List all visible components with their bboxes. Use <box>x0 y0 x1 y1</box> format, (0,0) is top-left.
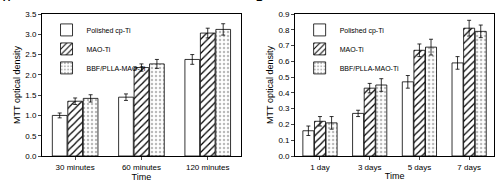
svg-text:0.5: 0.5 <box>278 73 290 82</box>
svg-text:B: B <box>256 0 263 3</box>
svg-text:0.0: 0.0 <box>25 152 37 161</box>
svg-text:1.0: 1.0 <box>25 111 37 120</box>
svg-text:1.5: 1.5 <box>25 91 37 100</box>
svg-text:Time: Time <box>385 171 405 181</box>
svg-text:30 minutes: 30 minutes <box>56 163 95 172</box>
svg-text:7 days: 7 days <box>457 163 481 172</box>
svg-text:60 minutes: 60 minutes <box>122 163 161 172</box>
svg-text:120 minutes: 120 minutes <box>186 163 230 172</box>
svg-text:MAO-Ti: MAO-Ti <box>87 46 111 53</box>
svg-text:Polished cp-Ti: Polished cp-Ti <box>87 27 132 35</box>
svg-text:3.5: 3.5 <box>25 10 37 19</box>
svg-text:0.7: 0.7 <box>278 41 290 50</box>
svg-text:5 days: 5 days <box>408 163 432 172</box>
svg-text:0.5: 0.5 <box>25 132 37 141</box>
svg-text:0.1: 0.1 <box>278 136 290 145</box>
svg-text:A: A <box>3 0 10 3</box>
svg-text:MTT optical density: MTT optical density <box>12 46 22 124</box>
svg-text:0.4: 0.4 <box>278 89 290 98</box>
svg-text:1 day: 1 day <box>310 163 330 172</box>
svg-text:0.6: 0.6 <box>278 57 290 66</box>
svg-text:0.0: 0.0 <box>278 152 290 161</box>
svg-text:Time: Time <box>132 172 152 182</box>
svg-text:MTT optical density: MTT optical density <box>265 46 275 124</box>
svg-text:2.0: 2.0 <box>25 71 37 80</box>
svg-text:0.3: 0.3 <box>278 104 290 113</box>
svg-text:2.5: 2.5 <box>25 50 37 59</box>
svg-text:3 days: 3 days <box>358 163 382 172</box>
svg-text:0.9: 0.9 <box>278 10 290 19</box>
svg-text:3.0: 3.0 <box>25 30 37 39</box>
svg-text:0.8: 0.8 <box>278 26 290 35</box>
svg-text:BBF/PLLA-MAO-Ti: BBF/PLLA-MAO-Ti <box>340 65 399 72</box>
svg-text:0.2: 0.2 <box>278 120 290 129</box>
svg-text:BBF/PLLA-MAO-Ti: BBF/PLLA-MAO-Ti <box>87 65 146 72</box>
svg-text:MAO-Ti: MAO-Ti <box>340 46 364 53</box>
svg-text:Polished cp-Ti: Polished cp-Ti <box>340 27 385 35</box>
